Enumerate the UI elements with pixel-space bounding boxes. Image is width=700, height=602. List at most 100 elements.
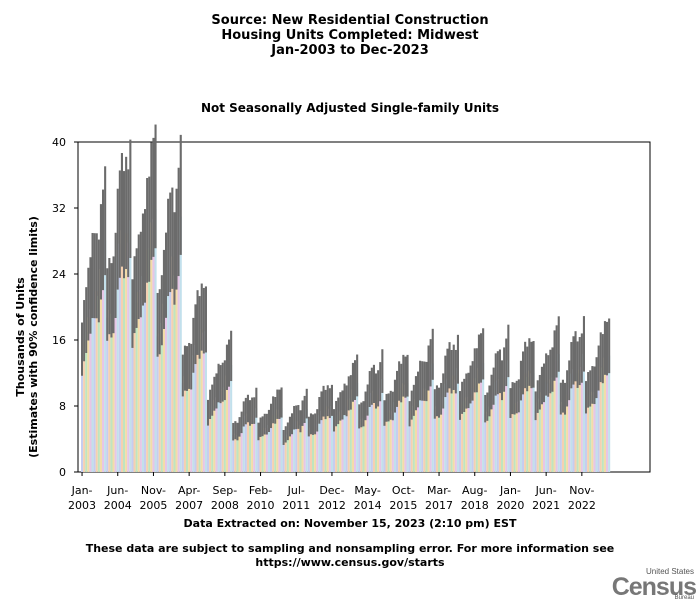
bar [217,390,220,472]
confidence-interval [326,385,329,417]
x-tick-label-month: Dec- [319,484,344,497]
bar [477,367,480,472]
bar [488,406,491,472]
bar [389,410,392,472]
confidence-interval [339,392,342,421]
confidence-interval [471,361,474,401]
bar [309,427,312,472]
confidence-interval [129,139,132,258]
bar [379,388,382,472]
confidence-interval [513,382,516,415]
confidence-interval [120,153,123,267]
bar [330,405,333,472]
bar [538,398,541,472]
confidence-interval [351,362,354,402]
x-tick-label-year: 2008 [211,499,239,512]
confidence-interval [116,188,119,290]
bar [553,364,556,472]
confidence-interval [333,409,336,432]
bar [475,378,478,472]
confidence-interval [517,379,520,413]
confidence-interval [528,338,531,386]
confidence-interval [259,417,262,437]
confidence-interval [400,363,403,403]
bar [215,397,218,472]
bar [364,411,367,472]
bar [97,295,100,472]
confidence-interval [181,354,184,397]
confidence-interval [284,426,287,443]
bar [448,373,451,472]
x-tick-label-year: 2022 [568,499,596,512]
bar [442,397,445,472]
confidence-interval [244,397,247,425]
confidence-interval [202,287,205,354]
x-tick-label-month: Nov- [569,484,594,497]
confidence-interval [454,349,457,394]
confidence-interval [253,397,256,424]
bar [438,408,441,472]
confidence-interval [429,339,432,387]
bar [400,390,403,472]
bar [589,395,592,472]
confidence-interval [219,365,222,404]
bar [561,402,564,472]
bar [93,291,96,472]
confidence-interval [538,374,541,410]
confidence-interval [549,349,552,394]
x-tick-label-year: 2015 [389,499,417,512]
confidence-interval [389,390,392,420]
confidence-interval [158,289,161,355]
bar [253,415,256,472]
bar [557,354,560,472]
confidence-interval [574,331,577,382]
confidence-interval [200,283,203,351]
confidence-interval [345,385,348,417]
logo-bureau: Bureau [674,595,694,601]
confidence-interval [568,360,571,401]
bar [545,382,548,472]
confidence-interval [473,348,476,393]
bar [276,409,279,472]
bar [587,396,590,472]
confidence-interval [532,341,535,388]
bar [129,220,132,472]
confidence-interval [171,187,174,289]
bar [274,415,277,472]
confidence-interval [564,382,567,415]
confidence-interval [475,348,478,393]
bar [118,243,121,472]
confidence-interval [257,422,260,441]
bar [534,410,537,472]
census-url[interactable]: https://www.census.gov/starts [255,556,445,569]
bar [249,417,252,472]
bar [246,413,249,472]
confidence-interval [192,317,195,373]
confidence-interval [410,390,413,420]
bar [601,367,604,472]
confidence-interval [230,330,233,382]
confidence-interval [551,347,554,392]
confidence-interval [498,349,501,394]
confidence-interval [446,348,449,393]
bar [322,406,325,472]
bar [251,415,254,472]
bar [316,424,319,472]
bar [257,434,260,472]
bar [339,411,342,472]
x-tick-label-month: Jan- [71,484,93,497]
confidence-interval [576,341,579,388]
bar [351,389,354,472]
confidence-interval [488,385,491,417]
bar [446,378,449,472]
confidence-interval [379,362,382,402]
bar [559,404,562,472]
confidence-interval [421,361,424,401]
confidence-interval [578,337,581,386]
bar [375,397,378,472]
confidence-interval [150,142,153,260]
confidence-interval [561,379,564,413]
x-tick-label-year: 2004 [104,499,132,512]
confidence-interval [580,333,583,383]
bar [387,412,390,472]
